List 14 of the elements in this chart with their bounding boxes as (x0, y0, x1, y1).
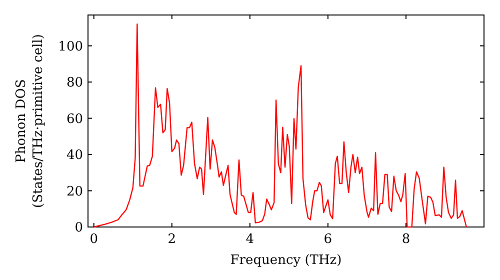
x-tick-label: 0 (90, 232, 98, 247)
y-axis-title: Phonon DOS (States/THz·primitive cell) (14, 34, 46, 208)
y-tick-label: 20 (66, 184, 83, 200)
y-tick-label: 0 (74, 220, 83, 236)
line-series (93, 23, 468, 228)
y-tick-label: 100 (58, 39, 83, 54)
x-tick-label: 4 (246, 232, 254, 247)
x-tick-label: 8 (402, 232, 410, 247)
x-axis-title: Frequency (THz) (230, 253, 342, 268)
x-tick-label: 6 (324, 232, 332, 247)
y-tick-label: 80 (66, 76, 83, 91)
x-tick-label: 2 (168, 232, 176, 247)
y-tick-label: 40 (66, 148, 83, 164)
y-tick-label: 60 (66, 112, 83, 127)
